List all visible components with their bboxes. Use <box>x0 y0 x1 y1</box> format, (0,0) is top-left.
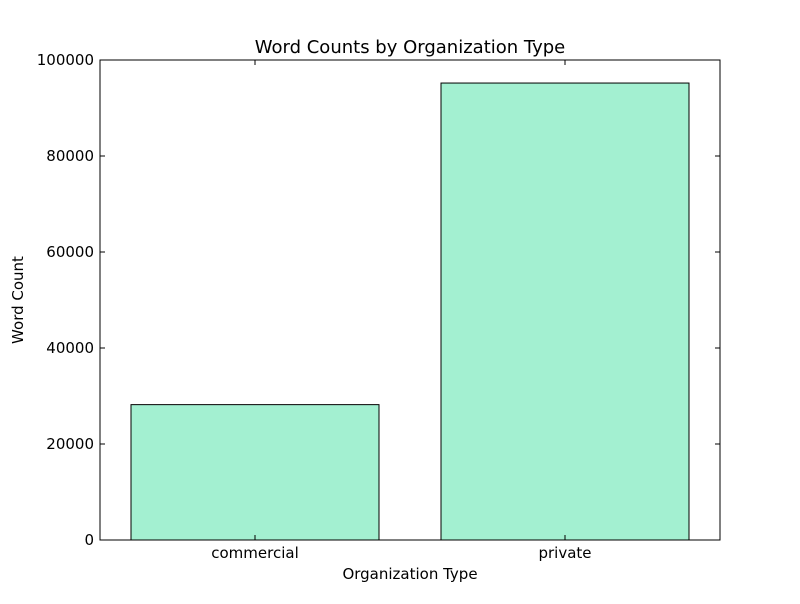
x-axis-label: Organization Type <box>342 565 477 583</box>
y-tick-label: 40000 <box>46 339 94 357</box>
bars-group <box>130 82 690 541</box>
x-tick-label-commercial: commercial <box>211 544 299 562</box>
y-tick-label: 20000 <box>46 435 94 453</box>
y-tick-label: 0 <box>84 531 94 549</box>
x-tick-label-private: private <box>538 544 591 562</box>
bar-private <box>440 82 690 541</box>
y-tick-label: 60000 <box>46 243 94 261</box>
plot-frame <box>99 59 721 541</box>
y-tick-label: 100000 <box>37 51 94 69</box>
chart-title: Word Counts by Organization Type <box>255 37 565 58</box>
y-axis-label: Word Count <box>9 256 27 344</box>
bar-commercial <box>130 404 380 541</box>
y-tick-label: 80000 <box>46 147 94 165</box>
ticks-group: commercial private 0 20000 40000 60000 80000 10… <box>37 51 720 562</box>
